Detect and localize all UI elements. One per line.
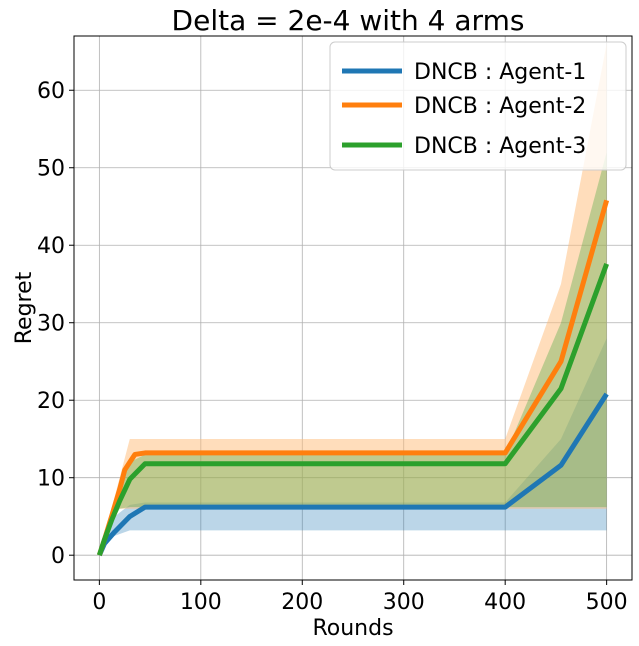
x-tick-label: 200 bbox=[281, 590, 323, 615]
series-lines bbox=[96, 199, 610, 557]
chart-title: Delta = 2e-4 with 4 arms bbox=[172, 4, 525, 37]
legend-label-agent-3: DNCB : Agent-3 bbox=[414, 134, 586, 159]
plot-frame bbox=[73, 35, 633, 581]
y-axis-ticks: 0 10 20 30 40 50 60 bbox=[37, 79, 74, 569]
x-tick-label: 300 bbox=[383, 590, 425, 615]
y-tick-label: 0 bbox=[51, 544, 65, 569]
legend-label-agent-2: DNCB : Agent-2 bbox=[414, 94, 586, 119]
line-agent-3 bbox=[96, 262, 609, 556]
legend-box bbox=[329, 41, 627, 171]
x-tick-label: 0 bbox=[92, 590, 106, 615]
band-agent-3 bbox=[99, 152, 607, 556]
y-axis-label: Regret bbox=[12, 271, 37, 344]
line-agent-1 bbox=[97, 392, 609, 557]
y-tick-label: 40 bbox=[37, 234, 65, 259]
x-tick-label: 100 bbox=[180, 590, 222, 615]
y-tick-label: 10 bbox=[37, 467, 65, 492]
x-tick-label: 400 bbox=[484, 590, 526, 615]
y-tick-label: 20 bbox=[37, 389, 65, 414]
y-tick-label: 50 bbox=[37, 157, 65, 182]
y-tick-label: 30 bbox=[37, 312, 65, 337]
legend-label-agent-1: DNCB : Agent-1 bbox=[414, 60, 586, 85]
band-agent-1 bbox=[99, 338, 607, 556]
x-axis-label: Rounds bbox=[312, 616, 393, 641]
x-axis-ticks: 0 100 200 300 400 500 bbox=[92, 580, 628, 615]
legend: DNCB : Agent-1 DNCB : Agent-2 DNCB : Age… bbox=[329, 41, 627, 171]
x-tick-label: 500 bbox=[586, 590, 628, 615]
y-tick-label: 60 bbox=[37, 79, 65, 104]
